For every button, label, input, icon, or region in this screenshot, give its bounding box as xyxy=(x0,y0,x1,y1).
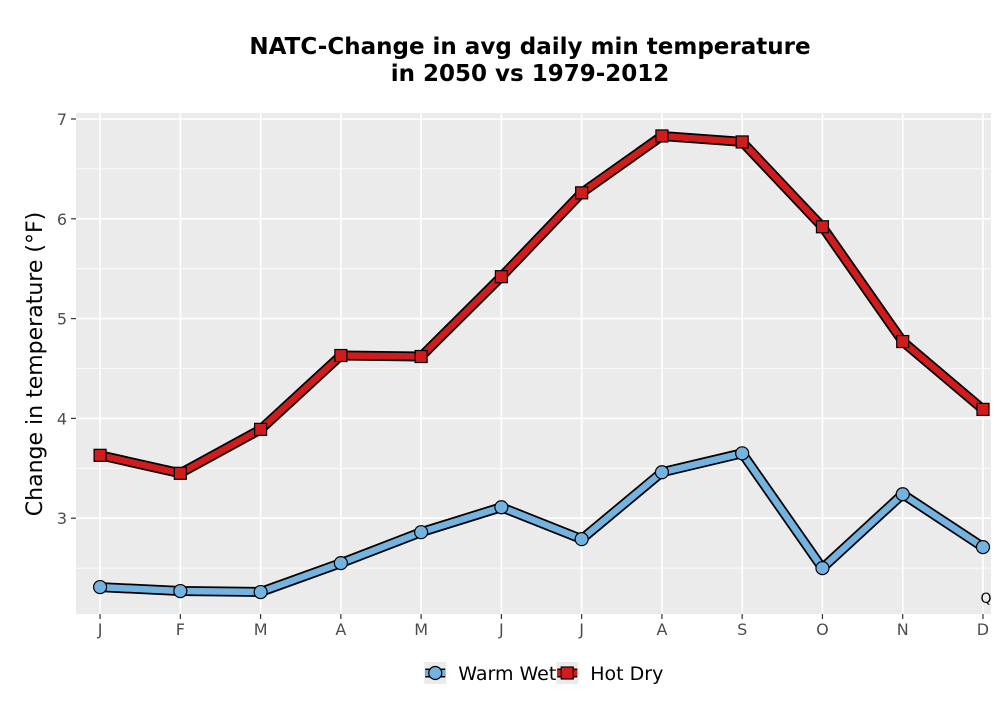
warm-wet-point xyxy=(92,579,108,595)
x-tick-label: S xyxy=(737,620,747,639)
series-layer xyxy=(92,129,991,600)
hot-dry-point xyxy=(976,402,990,417)
x-tick-label: M xyxy=(254,620,268,639)
warm-wet-point xyxy=(333,556,348,571)
legend-key-marker xyxy=(428,665,443,681)
warm-wet-point xyxy=(414,525,429,540)
x-tick-label: D xyxy=(977,620,989,639)
plot-panel xyxy=(76,113,991,614)
hot-dry-line xyxy=(96,132,987,477)
y-axis-label: Change in temperature (°F) xyxy=(23,212,48,516)
warm-wet-point xyxy=(895,487,910,502)
chart-title-line1: NATC-Change in avg daily min temperature xyxy=(249,34,810,60)
x-tick-label: J xyxy=(578,620,584,639)
warm-wet-point xyxy=(654,465,670,480)
y-tick-label: 4 xyxy=(57,409,67,428)
hot-dry-point xyxy=(575,186,589,200)
hot-dry-point xyxy=(735,135,749,149)
axis-layer: 3 4 5 6 7 J F M A M J J A S O N D xyxy=(57,110,989,639)
hot-dry-point xyxy=(494,270,508,284)
warm-wet-line xyxy=(96,450,987,596)
hot-dry-point xyxy=(414,349,428,364)
warm-wet-point xyxy=(975,540,991,555)
x-tick-label: J xyxy=(498,620,504,639)
corner-label: Q xyxy=(980,591,991,607)
y-tick-label: 3 xyxy=(57,509,67,528)
hot-dry-point xyxy=(93,448,107,462)
x-tick-label: F xyxy=(176,620,185,639)
legend-label-warm-wet: Warm Wet xyxy=(458,663,556,685)
y-tick-label: 5 xyxy=(57,310,67,329)
legend-key-marker xyxy=(560,666,574,680)
warm-wet-point xyxy=(815,560,830,576)
hot-dry-point xyxy=(655,129,669,143)
y-tick-label: 6 xyxy=(57,210,67,229)
hot-dry-point xyxy=(815,220,830,234)
x-tick-label: N xyxy=(897,620,909,639)
warm-wet-point xyxy=(735,446,750,461)
warm-wet-point xyxy=(253,584,268,600)
x-tick-label: A xyxy=(656,620,667,639)
hot-dry-point xyxy=(896,334,910,349)
legend: Warm Wet Hot Dry xyxy=(424,662,663,685)
grid-layer xyxy=(76,113,991,614)
chart-title-line2: in 2050 vs 1979-2012 xyxy=(391,61,670,87)
warm-wet-point xyxy=(173,583,188,599)
x-tick-label: A xyxy=(335,620,346,639)
warm-wet-point xyxy=(574,532,589,547)
hot-dry-point xyxy=(173,466,187,480)
warm-wet-point xyxy=(494,500,509,515)
hot-dry-point xyxy=(254,422,268,436)
y-tick-label: 7 xyxy=(57,110,67,129)
hot-dry-point xyxy=(334,348,348,363)
x-tick-label: O xyxy=(816,620,829,639)
legend-label-hot-dry: Hot Dry xyxy=(590,663,663,685)
x-tick-label: J xyxy=(97,620,103,639)
x-tick-label: M xyxy=(414,620,428,639)
